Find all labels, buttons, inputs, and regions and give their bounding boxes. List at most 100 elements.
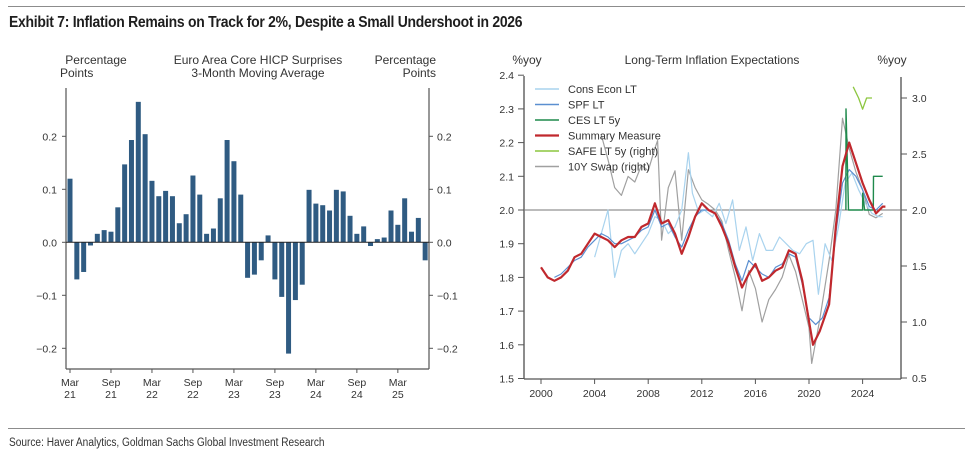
exhibit-title: Exhibit 7: Inflation Remains on Track fo… (9, 14, 523, 31)
left-chart-subtitle: 3-Month Moving Average (191, 66, 325, 80)
bar (163, 190, 169, 243)
rc-right-ytick-label: 2.0 (912, 205, 927, 217)
left-chart-title: Euro Area Core HICP Surprises (174, 53, 343, 67)
rc-left-ytick-label: 2.0 (499, 205, 514, 217)
xtick-label-month: Sep (348, 377, 367, 389)
left-ylabel-line1: Percentage (65, 53, 127, 67)
bar (388, 210, 394, 243)
rc-right-ytick-label: 3.0 (912, 93, 927, 105)
bar (183, 214, 189, 243)
rc-xtick-label: 2004 (583, 388, 607, 400)
rc-xtick-label: 2020 (797, 388, 821, 400)
xtick-label-year: 23 (228, 389, 240, 401)
rc-right-ytick-label: 1.5 (912, 261, 927, 273)
bottom-rule (8, 428, 965, 429)
bar (272, 242, 278, 280)
bar (108, 231, 114, 243)
bar (204, 233, 210, 243)
rc-xtick-label: 2008 (637, 388, 661, 400)
bar (368, 242, 374, 247)
bar (313, 203, 319, 243)
bar (210, 228, 216, 243)
rc-xtick-label: 2016 (744, 388, 768, 400)
bar (67, 178, 73, 243)
bar (327, 210, 333, 243)
left-ytick-label: −0.1 (36, 290, 57, 302)
bar (292, 242, 298, 301)
xtick-label-year: 25 (392, 389, 404, 401)
bar (354, 233, 360, 243)
bar (251, 242, 257, 275)
rc-xtick-label: 2012 (690, 388, 714, 400)
xtick-label-month: Mar (143, 377, 162, 389)
xtick-label-month: Mar (389, 377, 408, 389)
legend-label-safe-lt-5y-right: SAFE LT 5y (right) (568, 146, 658, 158)
bar (142, 134, 148, 243)
bar (217, 198, 223, 243)
rc-left-ytick-label: 1.5 (499, 374, 514, 386)
bar (333, 189, 339, 243)
rc-right-ytick-label: 0.5 (912, 373, 927, 385)
xtick-label-month: Sep (102, 377, 121, 389)
rc-left-ytick-label: 2.2 (499, 138, 514, 150)
bar (169, 196, 175, 243)
rc-xtick-label: 2024 (851, 388, 875, 400)
xtick-label-year: 24 (351, 389, 363, 401)
series-line-ces-lt-5y (845, 108, 883, 211)
right-ytick-label: −0.1 (437, 290, 458, 302)
rc-left-ytick-label: 1.8 (499, 272, 514, 284)
xtick-label-year: 23 (269, 389, 281, 401)
xtick-label-month: Sep (184, 377, 203, 389)
legend-label-ces-lt-5y: CES LT 5y (568, 115, 621, 127)
right-chart-title: Long-Term Inflation Expectations (625, 53, 800, 67)
bar (156, 196, 162, 243)
rc-left-ytick-label: 2.4 (499, 70, 514, 82)
right-ylabel-line1: Percentage (375, 53, 437, 67)
xtick-label-year: 22 (187, 389, 199, 401)
bar (381, 237, 387, 243)
right-ytick-label: 0.1 (437, 184, 452, 196)
bar (231, 161, 237, 243)
bar (122, 164, 128, 243)
bar (101, 230, 107, 243)
bar (197, 194, 203, 243)
bar (87, 242, 93, 246)
xtick-label-year: 21 (105, 389, 117, 401)
rc-right-ytick-label: 1.0 (912, 317, 927, 329)
bar (395, 224, 401, 243)
bar (409, 231, 414, 243)
bar (361, 226, 367, 243)
bar (176, 223, 182, 243)
right-chart-right-ylabel: %yoy (877, 53, 906, 67)
right-ylabel-line2: Points (403, 66, 436, 80)
series-line-summary-measure (540, 141, 886, 346)
bar (115, 207, 121, 243)
bar (94, 233, 100, 243)
bar (149, 180, 155, 243)
bar (422, 242, 428, 261)
bar (374, 239, 380, 243)
rc-left-ytick-label: 2.3 (499, 104, 514, 116)
right-ytick-label: −0.2 (437, 343, 458, 355)
left-ytick-label: 0.2 (42, 131, 57, 143)
rc-left-ytick-label: 2.1 (499, 171, 514, 183)
left-ylabel-line2: Points (60, 66, 93, 80)
bar (245, 242, 251, 278)
xtick-label-year: 22 (146, 389, 158, 401)
legend-label-summary-measure: Summary Measure (568, 131, 661, 143)
bar (320, 205, 326, 243)
left-ytick-label: 0.0 (42, 237, 57, 249)
bar (238, 194, 244, 243)
source-note: Source: Haver Analytics, Goldman Sachs G… (9, 437, 325, 449)
top-rule (8, 6, 965, 7)
bar (415, 217, 421, 243)
rc-left-ytick-label: 1.6 (499, 340, 514, 352)
series-line-safe-lt-5y-right (852, 86, 872, 110)
series-line-10y-swap-right (600, 117, 884, 364)
legend: Cons Econ LT SPF LT CES LT 5y Summary Measu… (535, 84, 661, 174)
right-ytick-label: 0.2 (437, 131, 452, 143)
hicp-surprises-chart: Percentage Points Euro Area Core HICP Su… (36, 53, 458, 401)
inflation-expectations-chart: %yoy Long-Term Inflation Expectations %y… (499, 53, 926, 400)
bar (340, 191, 346, 243)
